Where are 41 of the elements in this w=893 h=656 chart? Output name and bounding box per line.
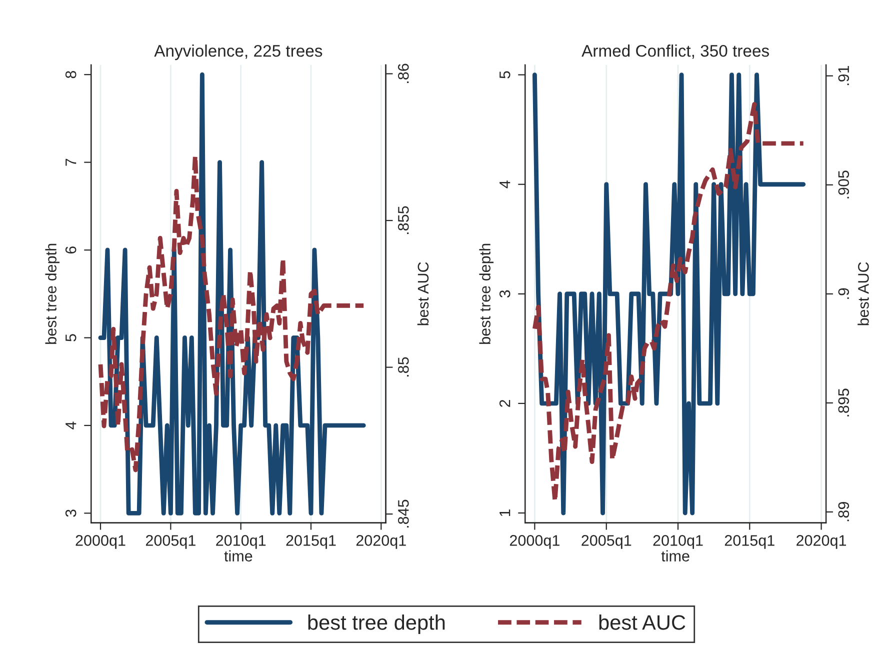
y2-tick-label: .9 bbox=[838, 288, 850, 299]
y2-tick-label: .91 bbox=[838, 66, 850, 86]
y-tick-label: 2 bbox=[499, 400, 510, 407]
y-tick-label: 4 bbox=[500, 180, 510, 188]
y2-tick-label: .86 bbox=[398, 64, 409, 83]
x-tick-label: 2010q1 bbox=[216, 535, 266, 549]
y-tick-label: 6 bbox=[65, 246, 76, 254]
y-tick-label: 5 bbox=[66, 334, 76, 342]
y2-tick-label: .855 bbox=[398, 206, 409, 234]
y2-tick-label: .895 bbox=[838, 388, 850, 416]
x-tick-label: 2020q1 bbox=[356, 535, 406, 549]
x-tick-label: 2010q1 bbox=[653, 535, 703, 549]
x-tick-label: 2020q1 bbox=[796, 535, 846, 549]
chart-title: Anyviolence, 225 trees bbox=[154, 44, 322, 60]
y-axis-title: best tree depth bbox=[479, 244, 494, 344]
y-tick-label: 7 bbox=[66, 158, 76, 166]
y2-tick-label: .89 bbox=[838, 502, 850, 522]
legend-label: best tree depth bbox=[308, 614, 445, 634]
y-tick-label: 3 bbox=[499, 290, 510, 298]
x-tick-label: 2005q1 bbox=[146, 535, 196, 549]
x-tick-label: 2015q1 bbox=[724, 535, 774, 549]
y-tick-label: 1 bbox=[500, 509, 510, 516]
y-tick-label: 8 bbox=[65, 71, 76, 78]
y-tick-label: 5 bbox=[500, 71, 510, 78]
y-tick-label: 4 bbox=[66, 422, 76, 430]
x-tick-label: 2005q1 bbox=[582, 535, 632, 549]
line-series bbox=[98, 72, 366, 516]
x-tick-label: 2000q1 bbox=[510, 535, 560, 549]
x-axis-title: time bbox=[224, 550, 252, 562]
chart-title: Armed Conflict, 350 trees bbox=[582, 44, 769, 59]
y2-tick-label: .85 bbox=[398, 357, 409, 376]
y2-tick-label: .845 bbox=[398, 500, 409, 528]
x-tick-label: 2015q1 bbox=[286, 535, 336, 549]
y-axis-title: best tree depth bbox=[45, 244, 60, 344]
x-tick-label: 2000q1 bbox=[76, 535, 126, 549]
legend-label: best AUC bbox=[599, 614, 686, 630]
y2-axis-title: best AUC bbox=[417, 262, 429, 326]
y-tick-label: 3 bbox=[65, 510, 76, 517]
y2-axis-title: best AUC bbox=[858, 262, 869, 326]
x-axis-title: time bbox=[661, 550, 690, 562]
y2-tick-label: .905 bbox=[838, 170, 850, 198]
